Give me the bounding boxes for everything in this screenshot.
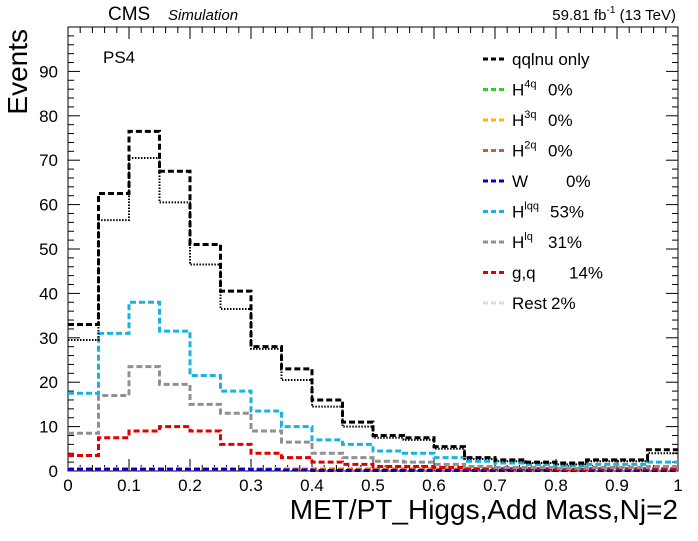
y-tick-label: 60 — [39, 196, 58, 215]
legend-percent: 14% — [569, 264, 603, 283]
y-tick-label: 50 — [39, 240, 58, 259]
legend-percent: 0% — [566, 172, 591, 191]
legend-label: qqlnu only — [512, 50, 590, 69]
legend-label: g,q — [512, 264, 536, 283]
region-label: PS4 — [103, 48, 135, 67]
legend-label: H4q — [512, 79, 537, 100]
series-qqlnu-only — [68, 129, 678, 465]
y-tick-label: 10 — [39, 418, 58, 437]
cms-label: CMS — [108, 4, 150, 25]
y-axis-title: Events — [2, 29, 33, 115]
legend-label: Hlq — [512, 231, 533, 252]
histogram-series — [68, 129, 678, 473]
series-hlq — [68, 365, 678, 470]
plot-frame — [67, 26, 679, 472]
legend-label: H3q — [512, 109, 537, 130]
x-tick-label: 0 — [63, 476, 72, 495]
x-tick-label: 1 — [673, 476, 682, 495]
legend-percent: 0% — [548, 111, 573, 130]
x-tick-label: 0.9 — [605, 476, 629, 495]
x-tick-label: 0.5 — [361, 476, 385, 495]
legend: qqlnu only H4q 0% H3q 0% H2q 0% W 0% Hlqq 53% H… — [483, 50, 603, 313]
y-tick-label: 80 — [39, 107, 58, 126]
x-axis-title: MET/PT_Higgs,Add Mass,Nj=2 — [290, 494, 678, 525]
legend-percent: 53% — [550, 203, 584, 222]
legend-percent: 2% — [551, 294, 576, 313]
simulation-label: Simulation — [168, 7, 238, 24]
legend-percent: 0% — [548, 81, 573, 100]
legend-label: Rest — [512, 294, 547, 313]
x-tick-label: 0.2 — [178, 476, 202, 495]
x-tick-label: 0.3 — [239, 476, 263, 495]
y-tick-label: 70 — [39, 151, 58, 170]
x-tick-label: 0.8 — [544, 476, 568, 495]
legend-label: W — [512, 172, 528, 191]
legend-percent: 31% — [548, 233, 582, 252]
x-tick-label: 0.1 — [117, 476, 141, 495]
x-tick-label: 0.6 — [422, 476, 446, 495]
x-tick-label: 0.4 — [300, 476, 324, 495]
legend-label: H2q — [512, 140, 537, 161]
y-tick-label: 40 — [39, 284, 58, 303]
legend-percent: 0% — [548, 142, 573, 161]
series-g-q — [68, 425, 678, 472]
lumi-label: 59.81 fb-1 (13 TeV) — [552, 5, 676, 24]
y-tick-label: 0 — [49, 462, 58, 481]
y-tick-label: 90 — [39, 62, 58, 81]
x-tick-labels: 0 0.1 0.2 0.3 0.4 0.5 0.6 0.7 0.8 0.9 1 — [63, 476, 682, 495]
x-tick-label: 0.7 — [483, 476, 507, 495]
legend-label: Hlqq — [512, 201, 539, 222]
y-tick-labels: 0 10 20 30 40 50 60 70 80 90 — [39, 62, 58, 481]
y-tick-label: 20 — [39, 373, 58, 392]
axis-ticks — [67, 27, 679, 472]
y-tick-label: 30 — [39, 329, 58, 348]
